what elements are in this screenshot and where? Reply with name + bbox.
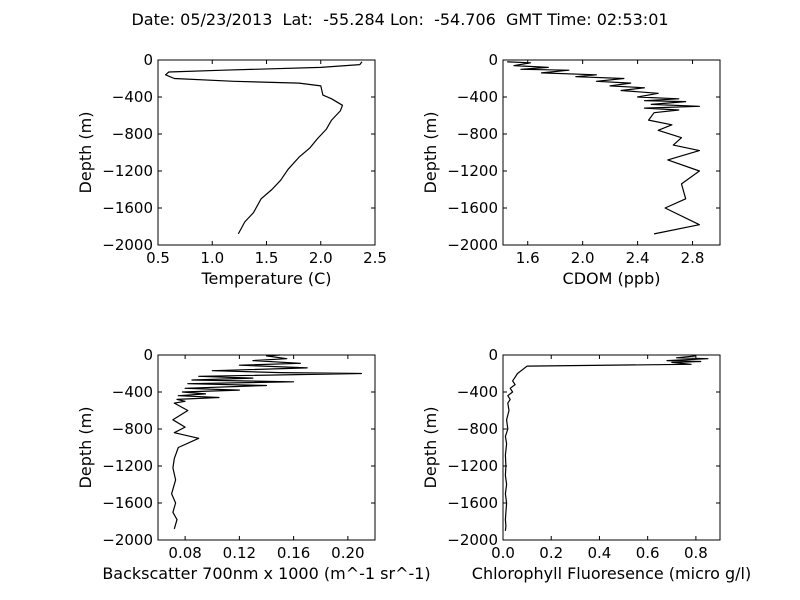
x-axis-label: CDOM (ppb) [563, 269, 661, 288]
x-tick-label: 2.8 [681, 249, 705, 267]
x-tick-label: 0.20 [331, 544, 364, 562]
y-tick-label: −2000 [102, 531, 153, 549]
x-tick-label: 0.08 [168, 544, 201, 562]
x-tick-label: 1.0 [200, 249, 224, 267]
x-tick-label: 0.16 [277, 544, 310, 562]
x-tick-label: 1.5 [255, 249, 279, 267]
x-tick-label: 0.0 [491, 544, 515, 562]
y-tick-label: 0 [143, 346, 153, 364]
x-axis-label: Temperature (C) [200, 269, 331, 288]
x-tick-label: 0.4 [588, 544, 612, 562]
y-tick-label: −800 [112, 125, 153, 143]
y-tick-label: −2000 [102, 236, 153, 254]
y-tick-label: −1200 [102, 162, 153, 180]
y-tick-label: −400 [457, 88, 498, 106]
subplot-3: 0.08 0.12 0.16 0.20 0 −400 −800 −1200 −1600 −2000… [76, 346, 431, 583]
y-tick-label: −800 [112, 420, 153, 438]
y-tick-label: −1600 [102, 494, 153, 512]
figure-title: Date: 05/23/2013 Lat: -55.284 Lon: -54.7… [131, 10, 669, 29]
series-line [171, 354, 362, 530]
x-tick-label: 2.0 [309, 249, 333, 267]
x-tick-label: 0.8 [684, 544, 708, 562]
x-tick-label: 2.0 [571, 249, 595, 267]
plot-frame [157, 354, 376, 541]
y-tick-label: −400 [112, 383, 153, 401]
y-axis-label: Depth (m) [76, 407, 95, 489]
x-tick-label: 2.4 [626, 249, 650, 267]
y-tick-label: −2000 [447, 531, 498, 549]
y-tick-label: 0 [143, 51, 153, 69]
x-tick-label: 2.5 [363, 249, 387, 267]
x-axis-label: Backscatter 700nm x 1000 (m^-1 sr^-1) [102, 564, 430, 583]
plot-frame [502, 354, 721, 541]
y-tick-label: 0 [488, 51, 498, 69]
x-tick-label: 0.5 [146, 249, 170, 267]
x-tick-label: 0.12 [223, 544, 256, 562]
y-tick-label: −400 [457, 383, 498, 401]
series-line [504, 355, 709, 531]
plot-frame [157, 59, 376, 246]
y-tick-label: 0 [488, 346, 498, 364]
series-line [507, 61, 701, 235]
x-tick-label: 0.6 [636, 544, 660, 562]
y-axis-label: Depth (m) [421, 112, 440, 194]
plot-frame [502, 59, 721, 246]
subplot-1: 0.5 1.0 1.5 2.0 2.5 0 −400 −800 −1200 −1600 −2000 T… [76, 51, 387, 288]
y-axis-label: Depth (m) [76, 112, 95, 194]
x-tick-label: 1.6 [516, 249, 540, 267]
subplot-4: 0.0 0.2 0.4 0.6 0.8 0 −400 −800 −1200 −1600 −2000 C… [421, 346, 751, 583]
subplot-2: 1.6 2.0 2.4 2.8 0 −400 −800 −1200 −1600 −2000 CDOM… [421, 51, 721, 288]
y-tick-label: −400 [112, 88, 153, 106]
x-axis-label: Chlorophyll Fluoresence (micro g/l) [472, 564, 751, 583]
y-tick-label: −800 [457, 420, 498, 438]
y-tick-label: −1200 [102, 457, 153, 475]
y-tick-label: −1600 [447, 494, 498, 512]
y-tick-label: −1200 [447, 162, 498, 180]
y-tick-label: −800 [457, 125, 498, 143]
series-line [165, 61, 363, 235]
x-tick-label: 0.2 [539, 544, 563, 562]
y-tick-label: −2000 [447, 236, 498, 254]
y-tick-label: −1600 [102, 199, 153, 217]
y-tick-label: −1200 [447, 457, 498, 475]
y-tick-label: −1600 [447, 199, 498, 217]
y-axis-label: Depth (m) [421, 407, 440, 489]
